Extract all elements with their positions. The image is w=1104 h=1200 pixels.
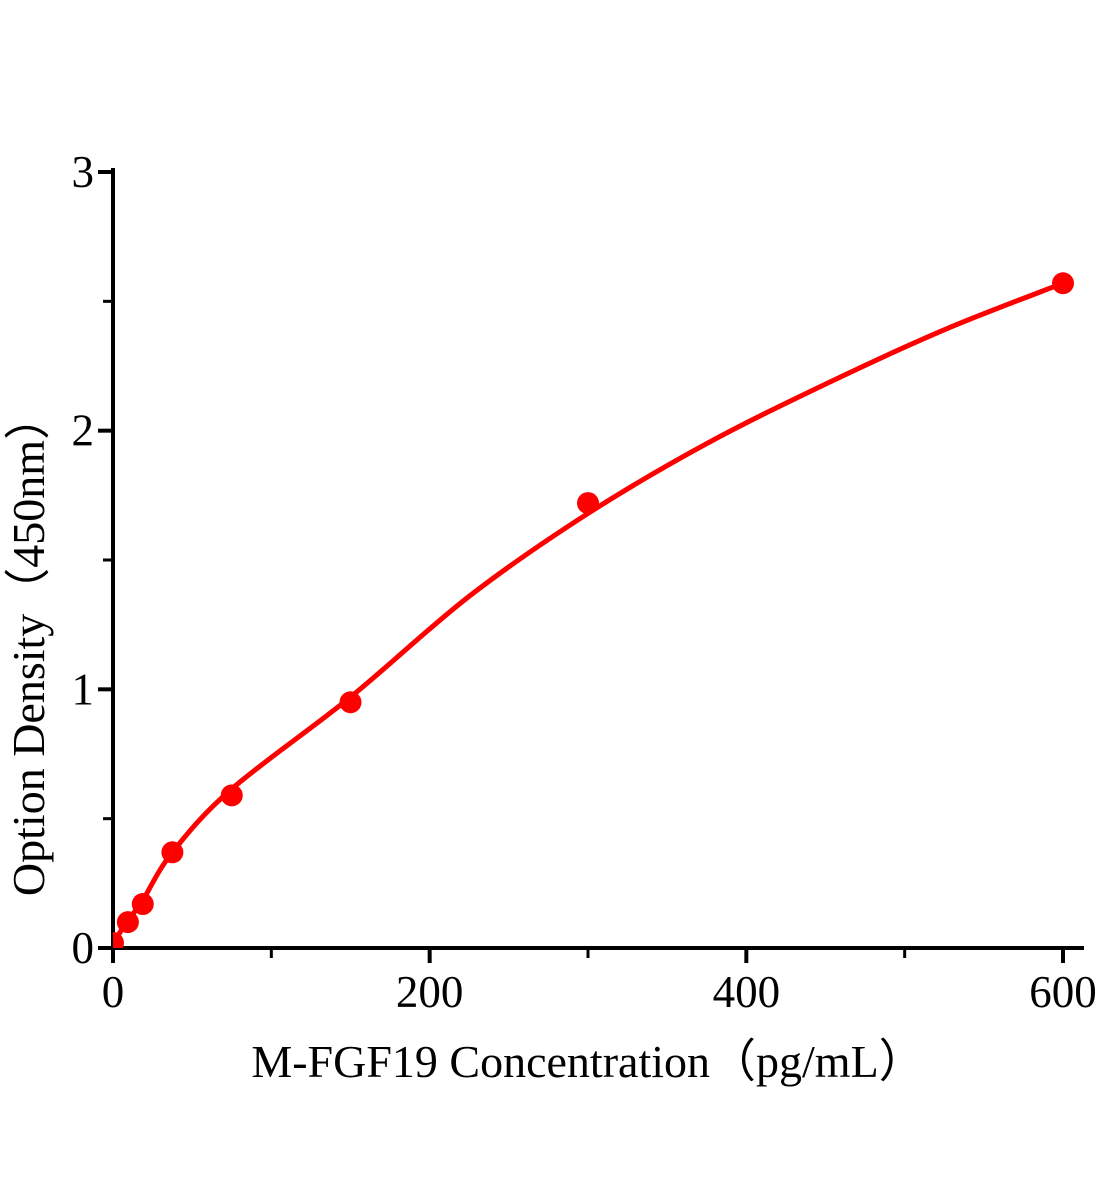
x-tick-label: 600 [1029, 967, 1097, 1017]
data-point [161, 841, 184, 864]
data-point [113, 931, 124, 948]
data-series [113, 272, 1074, 948]
axes [98, 168, 1084, 963]
data-point [220, 784, 243, 807]
y-axis-title: Option Density（450nm） [3, 394, 54, 896]
x-tick-label: 400 [713, 967, 781, 1017]
fit-curve [113, 280, 1066, 946]
data-point [577, 492, 599, 515]
y-tick-label: 1 [72, 664, 95, 714]
y-tick-label: 0 [72, 923, 95, 973]
x-tick-label: 0 [102, 967, 125, 1017]
y-tick-label: 2 [72, 406, 95, 456]
x-axis-title: M-FGF19 Concentration（pg/mL） [251, 1036, 924, 1087]
data-point [131, 893, 154, 916]
data-point [339, 691, 362, 714]
data-point [116, 911, 139, 934]
y-tick-label: 3 [72, 147, 95, 197]
tick-labels: 0 200 400 600 0 1 2 3 [72, 147, 1097, 1017]
data-point [1052, 272, 1074, 295]
x-tick-label: 200 [396, 967, 464, 1017]
